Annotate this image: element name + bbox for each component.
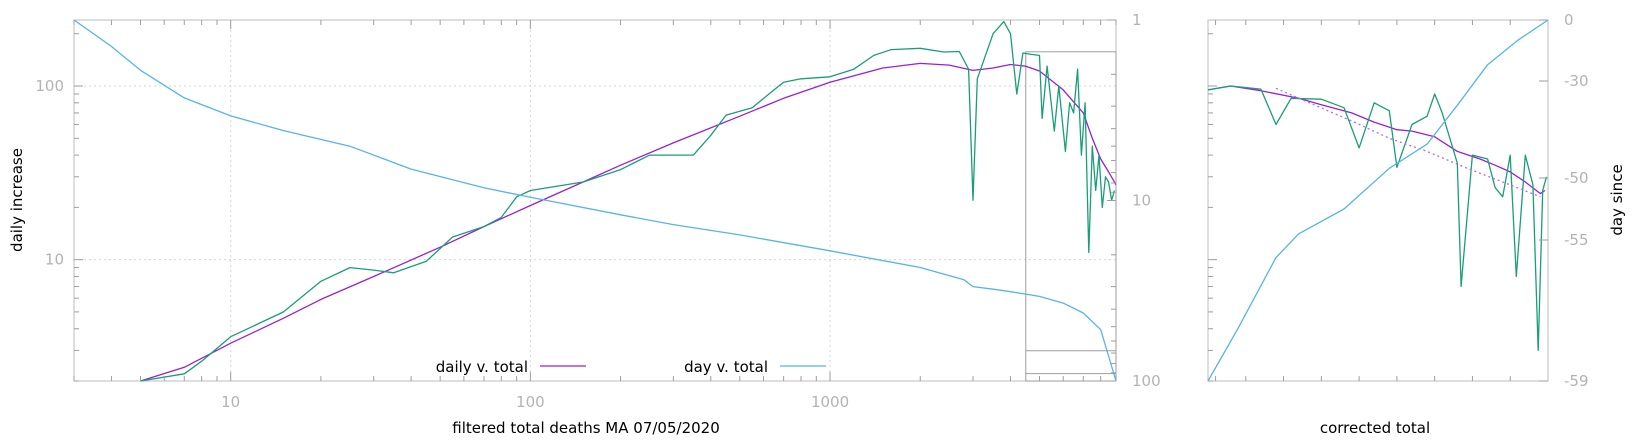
y2-tick-label-0: 1 <box>1132 11 1142 29</box>
inset-y2-tick-label-4: -59 <box>1564 372 1589 390</box>
main-series-group <box>73 19 1117 382</box>
inset-y2-tick-label-2: -50 <box>1564 169 1589 187</box>
inset-series-line-1 <box>1207 85 1548 352</box>
inset-series-group <box>1207 19 1549 382</box>
inset-plot-frame <box>1207 19 1549 382</box>
legend: daily v. total day v. total <box>436 358 826 376</box>
main-series-line-2 <box>73 19 1117 382</box>
inset-x-axis-label: corrected total <box>1320 419 1430 437</box>
x-tick-label-2: 1000 <box>811 393 849 411</box>
inset-series-line-2 <box>1275 87 1541 198</box>
inset-right-axis-label: day since <box>1608 164 1626 235</box>
inset-series-line-3 <box>1207 19 1549 382</box>
inset-y2-tick-label-3: -55 <box>1564 231 1589 249</box>
x-tick-label-1: 100 <box>516 393 545 411</box>
inset-y2-tick-label-0: 0 <box>1564 11 1574 29</box>
inset-plot-border <box>1207 19 1549 382</box>
inset-ticks: 0 -30 -50 -55 -59 <box>1208 11 1589 390</box>
main-gridlines <box>74 20 1116 381</box>
main-ticks: 10 100 1000 10 100 1 10 100 <box>35 11 1160 411</box>
main-x-axis-label: filtered total deaths MA 07/05/2020 <box>452 419 720 437</box>
x-tick-label-0: 10 <box>221 393 240 411</box>
y2-tick-label-1: 10 <box>1132 192 1151 210</box>
main-series-line-1 <box>140 20 1116 382</box>
inset-indicator-box <box>1025 51 1117 382</box>
inset-y2-tick-label-1: -30 <box>1564 72 1589 90</box>
y-tick-label-0: 10 <box>45 251 64 269</box>
legend-label-0: daily v. total <box>436 358 528 376</box>
y-tick-label-1: 100 <box>35 77 64 95</box>
inset-series-line-0 <box>1207 85 1546 195</box>
y2-tick-label-2: 100 <box>1132 372 1161 390</box>
legend-label-1: day v. total <box>684 358 768 376</box>
main-y-axis-label: daily increase <box>8 148 26 252</box>
main-series-line-0 <box>140 62 1117 382</box>
